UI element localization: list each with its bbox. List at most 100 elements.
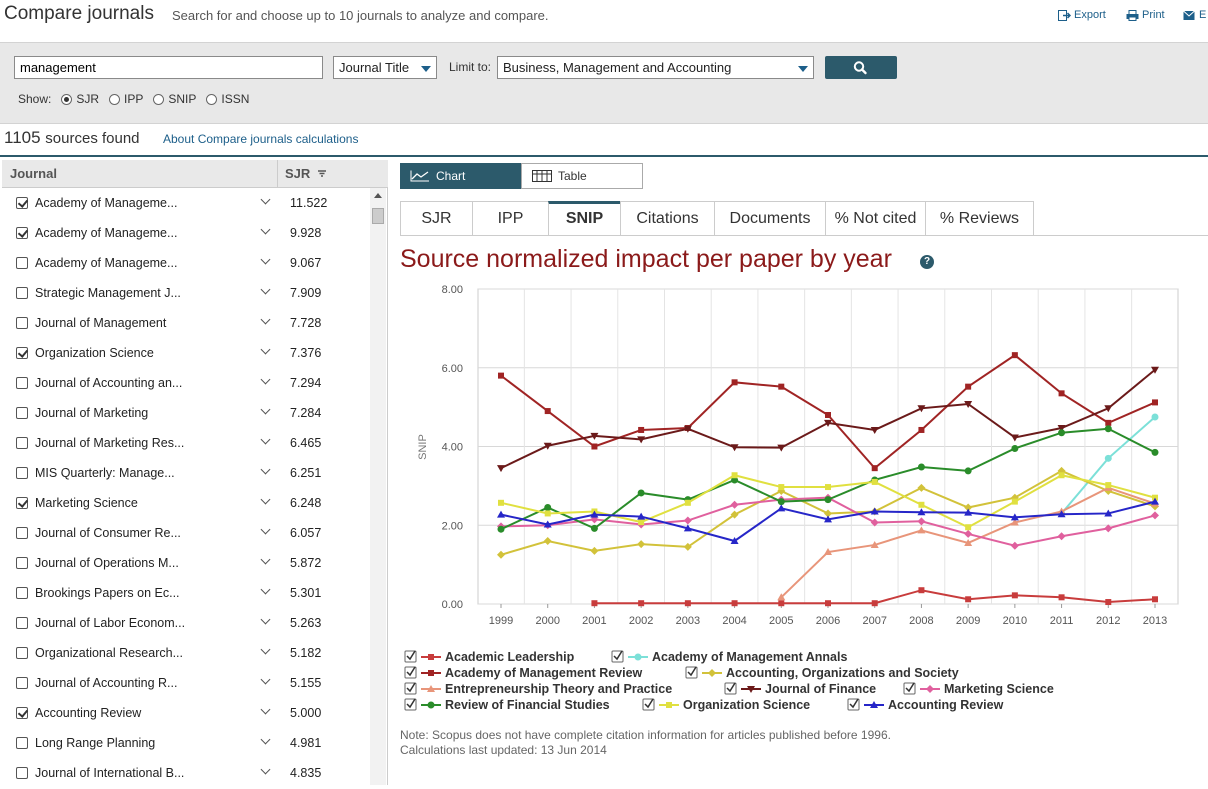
journal-checkbox[interactable] (16, 287, 28, 299)
journal-name[interactable]: Journal of Consumer Re... (35, 526, 181, 540)
journal-row[interactable]: Brookings Papers on Ec... 5.301 (2, 579, 372, 609)
journal-checkbox[interactable] (16, 647, 28, 659)
field-select[interactable]: Journal Title (333, 56, 437, 79)
chevron-down-icon[interactable] (260, 314, 271, 325)
journal-row[interactable]: Journal of Management 7.728 (2, 309, 372, 339)
journal-row[interactable]: Journal of Accounting R... 5.155 (2, 669, 372, 699)
journal-name[interactable]: Journal of Marketing Res... (35, 436, 185, 450)
chart-view-button[interactable]: Chart (400, 163, 521, 189)
journal-name[interactable]: Journal of Labor Econom... (35, 616, 186, 630)
journal-name[interactable]: Journal of Management (35, 316, 167, 330)
chevron-down-icon[interactable] (260, 704, 271, 715)
journal-row[interactable]: Journal of International B... 4.835 (2, 759, 372, 789)
column-journal[interactable]: Journal (10, 166, 57, 181)
journal-name[interactable]: Organizational Research... (35, 646, 183, 660)
scroll-up-icon[interactable] (374, 193, 382, 198)
journal-row[interactable]: Academy of Manageme... 11.522 (2, 189, 372, 219)
journal-checkbox[interactable] (16, 197, 28, 209)
email-link[interactable]: E (1183, 9, 1206, 21)
tab-reviews[interactable]: % Reviews (925, 201, 1034, 236)
search-input[interactable] (14, 56, 323, 79)
journal-checkbox[interactable] (16, 467, 28, 479)
tab-documents[interactable]: Documents (714, 201, 826, 236)
tab-snip[interactable]: SNIP (548, 201, 621, 236)
chevron-down-icon[interactable] (260, 554, 271, 565)
journal-row[interactable]: Journal of Labor Econom... 5.263 (2, 609, 372, 639)
journal-checkbox[interactable] (16, 227, 28, 239)
radio-sjr[interactable] (61, 93, 73, 105)
tab-sjr[interactable]: SJR (400, 201, 473, 236)
journal-name[interactable]: Accounting Review (35, 706, 142, 720)
journal-name[interactable]: Organization Science (35, 346, 154, 360)
radio-ipp[interactable] (109, 93, 121, 105)
journal-row[interactable]: Organizational Research... 5.182 (2, 639, 372, 669)
journal-checkbox[interactable] (16, 677, 28, 689)
journal-row[interactable]: Strategic Management J... 7.909 (2, 279, 372, 309)
journal-checkbox[interactable] (16, 257, 28, 269)
scrollbar[interactable] (370, 188, 386, 785)
journal-name[interactable]: Strategic Management J... (35, 286, 181, 300)
journal-row[interactable]: Accounting Review 5.000 (2, 699, 372, 729)
journal-row[interactable]: Marketing Science 6.248 (2, 489, 372, 519)
print-link[interactable]: Print (1126, 9, 1165, 21)
journal-checkbox[interactable] (16, 497, 28, 509)
journal-checkbox[interactable] (16, 737, 28, 749)
journal-name[interactable]: Academy of Manageme... (35, 226, 178, 240)
journal-checkbox[interactable] (16, 347, 28, 359)
journal-name[interactable]: Marketing Science (35, 496, 138, 510)
journal-checkbox[interactable] (16, 527, 28, 539)
tab-citations[interactable]: Citations (620, 201, 715, 236)
journal-checkbox[interactable] (16, 617, 28, 629)
journal-checkbox[interactable] (16, 707, 28, 719)
journal-row[interactable]: Journal of Consumer Re... 6.057 (2, 519, 372, 549)
chevron-down-icon[interactable] (260, 524, 271, 535)
chevron-down-icon[interactable] (260, 734, 271, 745)
journal-name[interactable]: Academy of Manageme... (35, 196, 178, 210)
export-link[interactable]: Export (1058, 9, 1106, 21)
journal-name[interactable]: Long Range Planning (35, 736, 156, 750)
chevron-down-icon[interactable] (260, 614, 271, 625)
journal-name[interactable]: Journal of International B... (35, 766, 185, 780)
column-sjr[interactable]: SJR (285, 166, 327, 181)
chevron-down-icon[interactable] (260, 434, 271, 445)
journal-checkbox[interactable] (16, 557, 28, 569)
search-button[interactable] (825, 56, 897, 79)
journal-row[interactable]: Organization Science 7.376 (2, 339, 372, 369)
chevron-down-icon[interactable] (260, 374, 271, 385)
chevron-down-icon[interactable] (260, 584, 271, 595)
radio-issn[interactable] (206, 93, 218, 105)
journal-row[interactable]: Journal of Marketing 7.284 (2, 399, 372, 429)
journal-row[interactable]: Journal of Accounting an... 7.294 (2, 369, 372, 399)
journal-name[interactable]: Journal of Marketing (35, 406, 149, 420)
journal-name[interactable]: MIS Quarterly: Manage... (35, 466, 175, 480)
journal-checkbox[interactable] (16, 437, 28, 449)
limit-select[interactable]: Business, Management and Accounting (497, 56, 814, 79)
chevron-down-icon[interactable] (260, 464, 271, 475)
chevron-down-icon[interactable] (260, 254, 271, 265)
chevron-down-icon[interactable] (260, 644, 271, 655)
journal-checkbox[interactable] (16, 767, 28, 779)
chevron-down-icon[interactable] (260, 764, 271, 775)
journal-checkbox[interactable] (16, 407, 28, 419)
tab-not-cited[interactable]: % Not cited (825, 201, 926, 236)
journal-row[interactable]: MIS Quarterly: Manage... 6.251 (2, 459, 372, 489)
chevron-down-icon[interactable] (260, 344, 271, 355)
chevron-down-icon[interactable] (260, 284, 271, 295)
journal-row[interactable]: Long Range Planning 4.981 (2, 729, 372, 759)
journal-checkbox[interactable] (16, 587, 28, 599)
chevron-down-icon[interactable] (260, 494, 271, 505)
journal-row[interactable]: Academy of Manageme... 9.928 (2, 219, 372, 249)
journal-name[interactable]: Brookings Papers on Ec... (35, 586, 180, 600)
chevron-down-icon[interactable] (260, 194, 271, 205)
journal-row[interactable]: Academy of Manageme... 9.067 (2, 249, 372, 279)
about-calculations-link[interactable]: About Compare journals calculations (163, 132, 359, 146)
journal-checkbox[interactable] (16, 377, 28, 389)
journal-row[interactable]: Journal of Marketing Res... 6.465 (2, 429, 372, 459)
journal-row[interactable]: Journal of Operations M... 5.872 (2, 549, 372, 579)
chevron-down-icon[interactable] (260, 674, 271, 685)
journal-name[interactable]: Academy of Manageme... (35, 256, 178, 270)
journal-name[interactable]: Journal of Accounting R... (35, 676, 178, 690)
chevron-down-icon[interactable] (260, 224, 271, 235)
journal-name[interactable]: Journal of Operations M... (35, 556, 179, 570)
journal-name[interactable]: Journal of Accounting an... (35, 376, 183, 390)
